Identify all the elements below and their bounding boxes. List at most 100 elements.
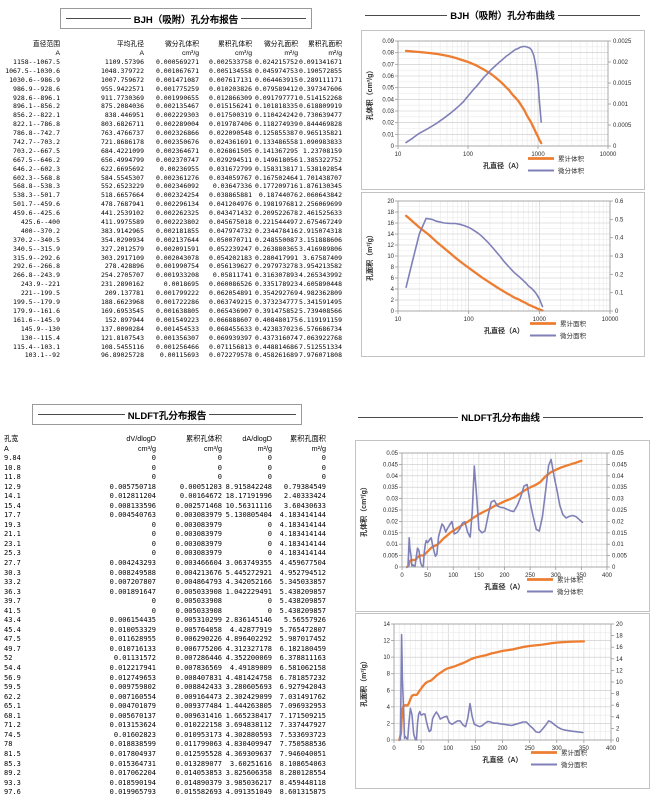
svg-text:微分面积: 微分面积 bbox=[561, 760, 588, 769]
table-row: 10.8 0 0 0 0 bbox=[4, 463, 326, 472]
table-row: 11.8 0 0 0 0 bbox=[4, 473, 326, 482]
svg-text:0.03: 0.03 bbox=[612, 497, 624, 503]
table-row: 266.8--243.9 254.2705707 0.001933208 0.0581… bbox=[13, 271, 342, 280]
table-row: 145.9--130 137.0090284 0.001454533 0.068455… bbox=[20, 324, 342, 333]
svg-text:0.2: 0.2 bbox=[615, 272, 624, 278]
svg-text:0.02: 0.02 bbox=[386, 519, 398, 525]
svg-text:350: 350 bbox=[579, 746, 590, 752]
svg-text:6: 6 bbox=[391, 276, 395, 282]
column-unit: m²/g bbox=[284, 50, 298, 57]
svg-text:0.5: 0.5 bbox=[615, 217, 624, 223]
svg-text:12: 12 bbox=[383, 639, 390, 645]
svg-text:0.6: 0.6 bbox=[615, 199, 624, 205]
title-rule bbox=[557, 14, 641, 16]
table-row: 199.5--179.9 188.6623968 0.001722286 0.0637… bbox=[13, 298, 342, 307]
svg-text:0.05: 0.05 bbox=[386, 451, 398, 457]
table-row: 39.7 0 0.005033908 0 5.438209857 bbox=[4, 597, 326, 606]
table-row: 93.3 0.018590194 0.014890379 3.985036217 8.4… bbox=[4, 778, 326, 787]
svg-text:10: 10 bbox=[383, 655, 390, 661]
column-unit: cm³/g bbox=[204, 444, 222, 453]
table-row: 602.3--568.8 584.5545307 0.002361276 0.0340… bbox=[13, 173, 342, 182]
svg-text:累计体积: 累计体积 bbox=[558, 154, 585, 163]
svg-text:10: 10 bbox=[395, 152, 402, 158]
table-row: 21.1 0 0.003083979 0 4.183414144 bbox=[4, 530, 326, 539]
table-row: 856.2--822.1 838.446951 0.002229303 0.01750… bbox=[13, 111, 342, 120]
table-row: 928.6--896.1 911.7730369 0.001990655 0.0128… bbox=[13, 93, 342, 102]
svg-text:0.025: 0.025 bbox=[383, 508, 399, 514]
svg-text:0: 0 bbox=[616, 738, 620, 744]
svg-text:16: 16 bbox=[387, 221, 394, 227]
table-row: 1030.6--986.9 1007.759672 0.001471087 0.007… bbox=[9, 75, 342, 84]
table-row: 115.4--103.1 108.5455116 0.001256466 0.0711… bbox=[13, 342, 342, 351]
table-row: 130--115.4 121.8107543 0.001356307 0.069939… bbox=[20, 333, 342, 342]
svg-text:18: 18 bbox=[616, 634, 623, 640]
table-row: 62.2 0.007160554 0.009164473 2.302429099 7.0… bbox=[4, 692, 326, 701]
svg-text:0.0015: 0.0015 bbox=[613, 81, 632, 87]
title-rule bbox=[365, 14, 448, 16]
svg-text:0.03: 0.03 bbox=[386, 497, 398, 503]
table-row: 370.2--340.5 354.0290934 0.002137644 0.0500… bbox=[13, 235, 342, 244]
table-row: 33.2 0.007207807 0.004864793 4.342052166 5.3… bbox=[4, 578, 326, 587]
svg-text:8: 8 bbox=[616, 692, 620, 698]
table-row: 459.6--425.6 441.2539102 0.002262325 0.0434… bbox=[13, 209, 342, 218]
table-row: 23.1 0 0.003083979 0 4.183414144 bbox=[4, 539, 326, 548]
svg-text:0: 0 bbox=[400, 573, 404, 579]
table-row: 538.3--501.7 518.6657664 0.002324254 0.0388… bbox=[13, 191, 342, 200]
table-row: 243.9--221 231.2890162 0.0018695 0.06008652… bbox=[20, 280, 342, 289]
svg-text:累计面积: 累计面积 bbox=[560, 319, 587, 328]
svg-text:0.05: 0.05 bbox=[612, 451, 624, 457]
svg-text:300: 300 bbox=[551, 573, 562, 579]
table-row: 52 0.01131572 0.007286446 4.352200069 6.3788… bbox=[4, 654, 326, 663]
svg-text:0.05: 0.05 bbox=[382, 86, 394, 92]
column-header: 微分孔体积 bbox=[165, 41, 199, 48]
column-header: 孔宽 bbox=[4, 434, 19, 443]
svg-text:100: 100 bbox=[463, 152, 474, 158]
table-row: 161.6--145.9 152.897944 0.001549223 0.06688… bbox=[13, 315, 342, 324]
svg-text:0.07: 0.07 bbox=[382, 62, 394, 68]
svg-text:4: 4 bbox=[387, 705, 391, 711]
table-row: 786.8--742.7 763.4766737 0.002326866 0.0220… bbox=[13, 129, 342, 138]
svg-text:12: 12 bbox=[387, 243, 394, 249]
svg-text:400: 400 bbox=[606, 746, 617, 752]
svg-text:14: 14 bbox=[383, 622, 390, 628]
table-row: 85.3 0.015364731 0.013289077 3.60251616 8.10… bbox=[4, 759, 326, 768]
column-header: dA/dlogD bbox=[242, 434, 272, 443]
svg-text:微分面积: 微分面积 bbox=[560, 331, 587, 340]
svg-text:250: 250 bbox=[525, 573, 536, 579]
svg-text:微分体积: 微分体积 bbox=[558, 166, 585, 175]
table-row: 56.9 0.012749653 0.008407831 4.481424758 6.7… bbox=[4, 673, 326, 682]
title-rule bbox=[542, 416, 644, 418]
svg-text:14: 14 bbox=[387, 232, 394, 238]
svg-text:250: 250 bbox=[525, 746, 536, 752]
svg-text:150: 150 bbox=[474, 573, 485, 579]
svg-text:0.002: 0.002 bbox=[613, 60, 629, 66]
svg-text:0.0005: 0.0005 bbox=[613, 123, 632, 129]
column-unit: A bbox=[55, 50, 60, 57]
table-row: 27.7 0.004243293 0.003466604 3.063749355 4.4… bbox=[4, 559, 326, 568]
table-row: 65.1 0.004701079 0.009377484 1.444263805 7.0… bbox=[4, 702, 326, 711]
svg-text:0.035: 0.035 bbox=[612, 485, 628, 491]
table-row: 54.4 0.012217941 0.007836569 4.49189009 6.58… bbox=[4, 664, 326, 673]
column-header: 累积孔面积 bbox=[290, 434, 326, 443]
svg-text:18: 18 bbox=[387, 210, 394, 216]
bjh-curves-title: BJH（吸附）孔分布曲线 bbox=[365, 8, 641, 22]
nldft-volume-chart: 0 0.005 0.01 0.015 0.02 0.025 0.03 0.035 0.04 0.0… bbox=[355, 440, 650, 612]
table-row: 47.5 0.011628955 0.006290226 4.896402292 5.9… bbox=[4, 635, 326, 644]
svg-text:累计体积: 累计体积 bbox=[557, 575, 584, 584]
svg-text:0: 0 bbox=[613, 144, 617, 150]
table-row: 12.9 0.005750718 0.00051203 8.915842248 0.79… bbox=[4, 482, 326, 491]
table-row: 667.5--646.2 656.4994799 0.002370747 0.0292… bbox=[13, 155, 342, 164]
nldft-report-section: NLDFT孔分布报告 孔宽 dV/dlogD 累积孔体积 dA/dlogD 累积孔面积 A… bbox=[2, 404, 342, 799]
svg-text:0.09: 0.09 bbox=[382, 39, 394, 45]
nldft-report-title-text: NLDFT孔分布报告 bbox=[127, 410, 207, 422]
table-row: 15.4 0.008133596 0.002571468 10.56311116 3.6… bbox=[4, 501, 326, 510]
svg-text:2: 2 bbox=[616, 726, 620, 732]
table-row: 30.3 0.008249588 0.004213676 5.445272921 4.9… bbox=[4, 568, 326, 577]
nldft-curves-title: NLDFT孔分布曲线 bbox=[358, 410, 644, 424]
column-unit: m²/g bbox=[257, 444, 272, 453]
svg-text:0.005: 0.005 bbox=[612, 554, 628, 560]
svg-text:0: 0 bbox=[391, 309, 395, 315]
